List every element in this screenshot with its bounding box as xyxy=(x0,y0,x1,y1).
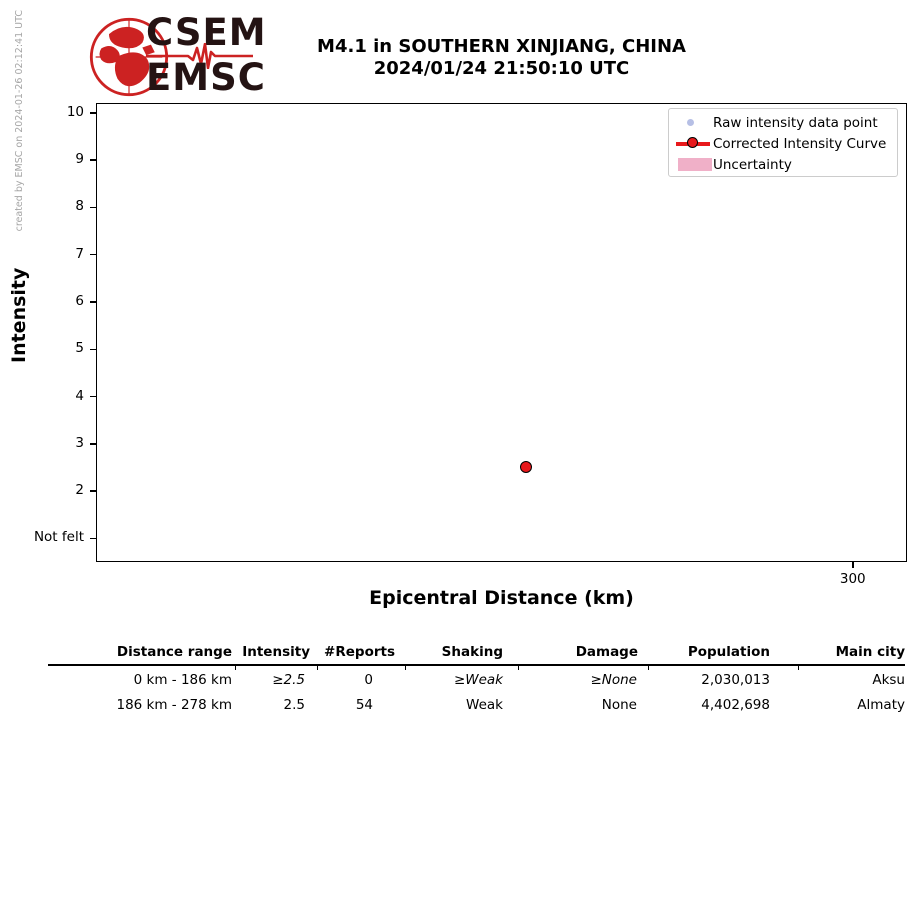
table-cell: ≥2.5 xyxy=(272,671,305,688)
y-tick-label: 10 xyxy=(66,103,84,120)
seismogram-icon xyxy=(146,43,253,69)
table-cell: Weak xyxy=(466,696,503,713)
table-header-cell: Shaking xyxy=(441,643,503,660)
legend-item-corrected: Corrected Intensity Curve xyxy=(669,133,897,154)
table-column-tick xyxy=(235,666,236,670)
logo-text-emsc: EMSC xyxy=(146,56,266,99)
uncertainty-swatch-icon xyxy=(669,154,713,175)
table-header-cell: Population xyxy=(687,643,770,660)
y-tick-label: 2 xyxy=(75,482,84,499)
legend-label: Raw intensity data point xyxy=(713,114,878,131)
table-cell: 54 xyxy=(355,696,373,713)
table-header-row: Distance range Intensity #Reports Shaking Da… xyxy=(50,639,905,664)
table-cell: ≥Weak xyxy=(453,671,503,688)
table-cell: None xyxy=(601,696,637,713)
table-cell: 2.5 xyxy=(283,696,305,713)
page-title: M4.1 in SOUTHERN XINJIANG, CHINA 2024/01… xyxy=(96,36,907,80)
title-line1: M4.1 in SOUTHERN XINJIANG, CHINA xyxy=(317,36,686,57)
table-header-cell: #Reports xyxy=(324,643,395,660)
legend-label: Corrected Intensity Curve xyxy=(713,135,887,152)
chart-legend: Raw intensity data point Corrected Inten… xyxy=(668,108,898,177)
x-axis-label: Epicentral Distance (km) xyxy=(369,587,634,609)
table-cell: 4,402,698 xyxy=(701,696,770,713)
table-row: 0 km - 186 km ≥2.5 0 ≥Weak ≥None 2,030,013 Aks… xyxy=(50,667,905,692)
table-cell: 2,030,013 xyxy=(701,671,770,688)
y-tick-label: 7 xyxy=(75,245,84,262)
table-header-cell: Damage xyxy=(575,643,638,660)
table-header-cell: Main city xyxy=(835,643,905,660)
credit-text-vertical: created by EMSC on 2024-01-26 02:12:41 U… xyxy=(14,10,28,231)
legend-item-raw: Raw intensity data point xyxy=(669,112,897,133)
y-tick-label: 3 xyxy=(75,434,84,451)
x-tick-mark xyxy=(852,562,854,568)
plot-area xyxy=(96,103,907,562)
x-tick-label: 300 xyxy=(839,571,866,587)
y-tick-label: 9 xyxy=(75,151,84,168)
table-cell: 0 km - 186 km xyxy=(133,671,232,688)
table-header-cell: Intensity xyxy=(242,643,310,660)
table-cell: 0 xyxy=(364,671,373,688)
table-header-cell: Distance range xyxy=(116,643,232,660)
table-column-tick xyxy=(405,666,406,670)
raw-point-swatch-icon xyxy=(669,112,713,133)
table-header-rule xyxy=(48,664,905,666)
y-axis-label: Intensity xyxy=(8,267,30,363)
table-cell: 186 km - 278 km xyxy=(116,696,232,713)
table-cell: ≥None xyxy=(590,671,637,688)
credit-text: created by EMSC on 2024-01-26 02:12:41 U… xyxy=(14,10,25,232)
table-column-tick xyxy=(798,666,799,670)
table-column-tick xyxy=(518,666,519,670)
y-tick-label: 4 xyxy=(75,387,84,404)
y-tick-label: 8 xyxy=(75,198,84,215)
legend-label: Uncertainty xyxy=(713,156,792,173)
table-column-tick xyxy=(648,666,649,670)
legend-item-uncertainty: Uncertainty xyxy=(669,154,897,175)
title-line2: 2024/01/24 21:50:10 UTC xyxy=(373,58,630,79)
table-cell: Almaty xyxy=(857,696,905,713)
table-column-tick xyxy=(317,666,318,670)
corrected-curve-swatch-icon xyxy=(669,133,713,154)
table-cell: Aksu xyxy=(872,671,905,688)
emsc-logo: CSEM EMSC xyxy=(88,12,266,102)
table-row: 186 km - 278 km 2.5 54 Weak None 4,402,698 Alm… xyxy=(50,692,905,717)
y-tick-label: Not felt xyxy=(33,529,84,546)
